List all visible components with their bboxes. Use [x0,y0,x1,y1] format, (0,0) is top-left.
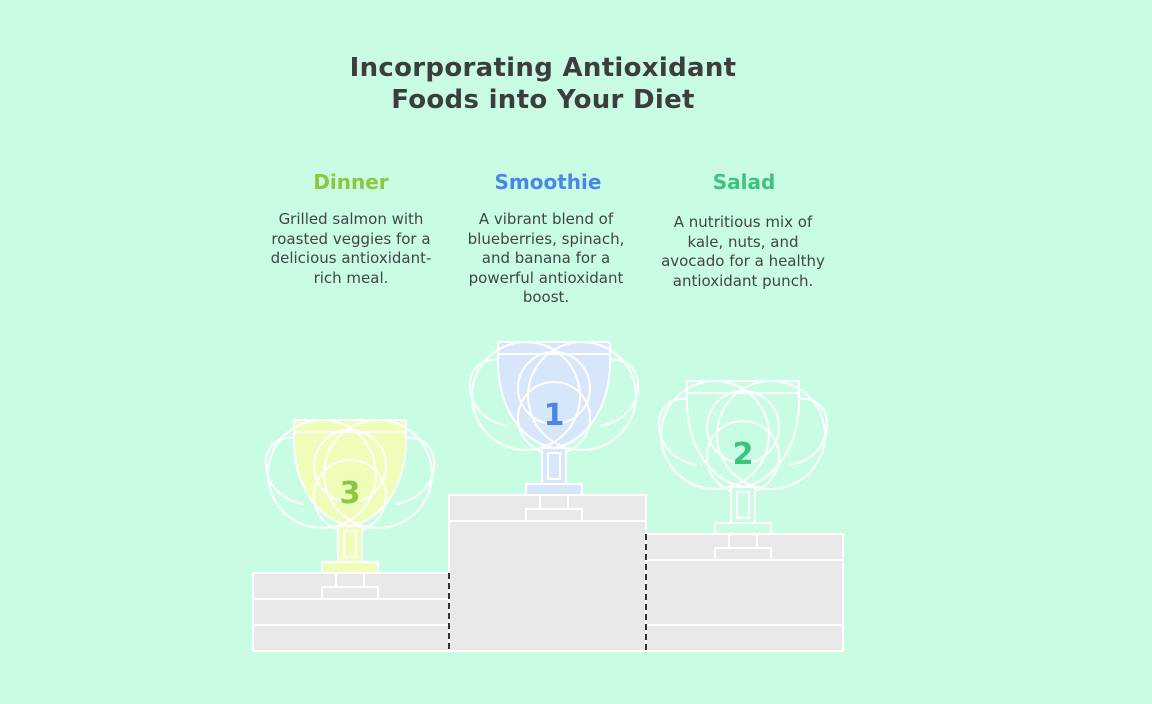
trophy-icon: 1 [468,341,640,522]
rank-first-label: 1 [544,398,565,433]
heading-smoothie: Smoothie [494,170,602,194]
title-line-2: Foods into Your Diet [391,85,695,115]
trophy-icon: 2 [657,380,829,561]
page-title: Incorporating Antioxidant Foods into You… [300,52,786,116]
heading-salad: Salad [712,170,776,194]
description-smoothie: A vibrant blend of blueberries, spinach,… [467,210,625,307]
description-salad: A nutritious mix of kale, nuts, and avoc… [661,213,825,290]
heading-dinner: Dinner [313,170,389,194]
trophy-icon: 3 [264,419,436,600]
rank-second-label: 2 [733,437,754,472]
rank-third-label: 3 [340,476,361,511]
title-line-1: Incorporating Antioxidant [349,53,737,83]
description-dinner: Grilled salmon with roasted veggies for … [270,210,432,287]
